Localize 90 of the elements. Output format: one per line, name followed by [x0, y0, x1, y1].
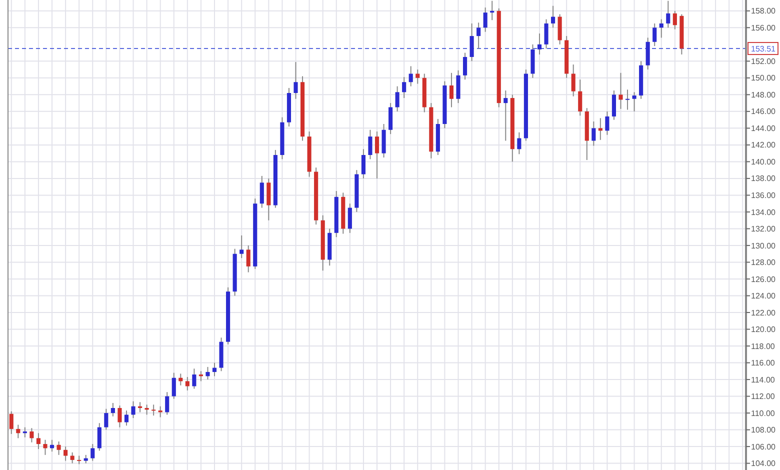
candlestick [152, 404, 156, 416]
y-tick-label: 158.00 [751, 6, 776, 16]
candlestick [483, 7, 488, 32]
y-tick-label: 106.00 [751, 442, 776, 452]
candlestick [618, 72, 623, 110]
y-tick-label: 152.00 [751, 56, 776, 66]
candlestick [632, 92, 636, 112]
y-tick-label: 146.00 [751, 107, 776, 116]
y-tick-label: 114.00 [751, 375, 776, 384]
candlestick [408, 66, 413, 87]
y-tick-label: 148.00 [751, 90, 776, 100]
candlestick [416, 69, 420, 84]
y-tick-label: 142.00 [751, 140, 776, 150]
candlestick [260, 175, 264, 208]
ref-line-label: 153.51 [751, 44, 776, 54]
candlestick [361, 148, 366, 179]
candlestick [70, 452, 74, 464]
candlestick [517, 132, 522, 155]
candlestick [470, 22, 474, 62]
candlestick [110, 402, 115, 417]
y-tick-label: 116.00 [751, 358, 776, 368]
y-tick-label: 112.00 [751, 392, 776, 402]
candlestick [36, 432, 40, 450]
candlestick [185, 376, 190, 391]
y-tick-label: 118.00 [751, 342, 776, 351]
candlestick [192, 368, 196, 390]
candlestick [212, 362, 217, 377]
y-tick-label: 128.00 [751, 258, 776, 268]
candlestick [578, 79, 582, 116]
candlestick [97, 422, 102, 452]
y-tick-label: 134.00 [751, 208, 776, 217]
candlestick [131, 400, 136, 419]
candlestick [246, 244, 250, 273]
candlestick [612, 90, 616, 120]
candlestick [395, 86, 400, 112]
candlestick [382, 123, 386, 158]
y-tick-label: 144.00 [751, 124, 776, 133]
y-tick-label: 132.00 [751, 224, 776, 234]
candlestick [266, 178, 271, 221]
y-tick-label: 140.00 [751, 157, 776, 166]
y-tick-label: 130.00 [751, 241, 776, 250]
candlestick [571, 64, 576, 97]
y-tick-label: 124.00 [751, 292, 776, 301]
candlestick [672, 10, 677, 30]
candlestick [206, 366, 210, 380]
candlestick [64, 446, 68, 462]
candlestick [449, 72, 454, 108]
candlestick [476, 22, 481, 50]
candlestick [56, 441, 61, 456]
y-tick-label: 138.00 [751, 174, 776, 184]
candlestick [388, 102, 393, 135]
candlestick [43, 439, 48, 456]
y-tick-label: 122.00 [751, 308, 776, 318]
candlestick [592, 120, 596, 146]
candlestick [368, 129, 372, 160]
candlestick [90, 444, 95, 462]
candlestick [294, 61, 298, 100]
y-tick-label: 104.00 [751, 459, 776, 468]
y-tick-label: 156.00 [751, 23, 776, 32]
y-tick-label: 108.00 [751, 426, 776, 435]
candlestick [558, 14, 562, 45]
candlestick [462, 52, 468, 80]
candlestick [30, 428, 34, 443]
candlestick [544, 18, 548, 50]
candlestick [598, 118, 602, 140]
y-tick-label: 120.00 [751, 325, 776, 334]
candlestick [165, 392, 170, 416]
y-tick-label: 126.00 [751, 274, 776, 284]
candlestick [652, 22, 657, 47]
candlestick [659, 18, 664, 38]
candlestick [104, 408, 108, 430]
y-tick-label: 150.00 [751, 74, 776, 83]
candlestick [551, 5, 556, 28]
candlestick [118, 404, 122, 428]
candlestick [504, 90, 508, 142]
candlestick [348, 203, 352, 234]
candlestick [240, 234, 244, 259]
y-tick-label: 136.00 [751, 191, 776, 200]
candlestick [646, 37, 650, 70]
y-tick-label: 110.00 [751, 408, 776, 418]
candlestick [16, 424, 20, 439]
candlestick [402, 76, 406, 99]
candlestick [456, 70, 460, 104]
candlestick [374, 131, 380, 179]
candlestick [666, 0, 670, 28]
candlestick [172, 372, 176, 400]
candlestick [537, 33, 542, 55]
candlestick [124, 410, 129, 426]
candlestick [625, 89, 630, 110]
candlestick [605, 110, 610, 136]
